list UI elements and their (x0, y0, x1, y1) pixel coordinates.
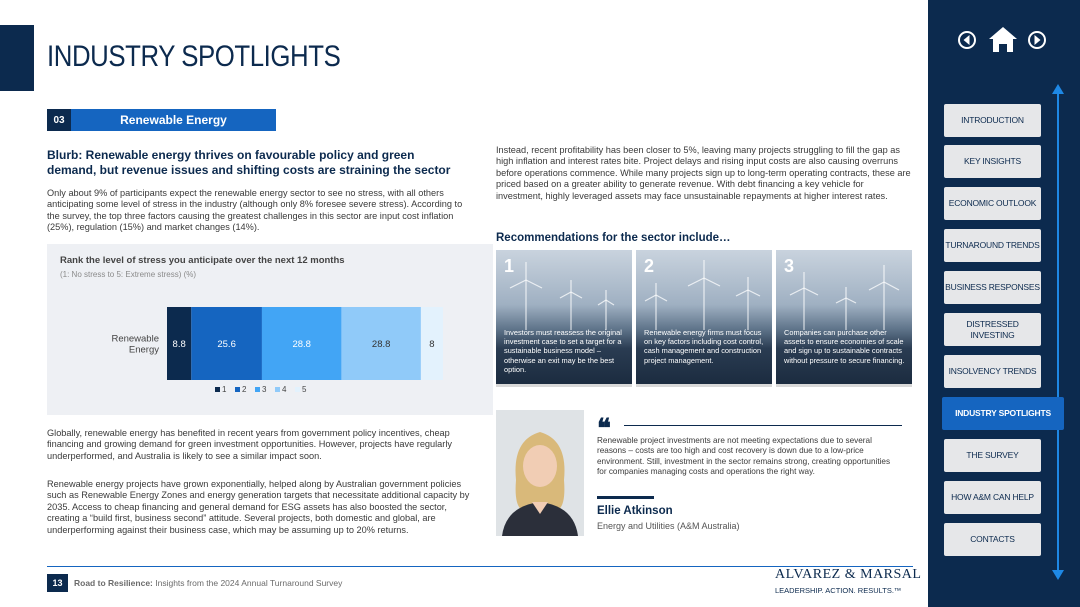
nav-item-economic-outlook[interactable]: ECONOMIC OUTLOOK (944, 187, 1041, 220)
person-name: Ellie Atkinson (597, 505, 673, 517)
card-divider (636, 384, 772, 387)
card-divider (496, 384, 632, 387)
chart-panel: Rank the level of stress you anticipate … (47, 244, 493, 415)
legend-label-2: 2 (242, 385, 247, 394)
nav-item-industry-spotlights[interactable]: INDUSTRY SPOTLIGHTS (942, 397, 1064, 430)
paragraph-1: Only about 9% of participants expect the… (47, 188, 463, 233)
recommendation-card-3: 3 Companies can purchase other assets to… (776, 250, 912, 387)
nav-item-insolvency-trends[interactable]: INSOLVENCY TRENDS (944, 355, 1041, 388)
wind-turbine-image (644, 260, 761, 330)
page-title: INDUSTRY SPOTLIGHTS (47, 40, 341, 73)
bar-segment-3 (261, 307, 342, 380)
nav-item-the-survey[interactable]: THE SURVEY (944, 439, 1041, 472)
nav-item-how-am-can-help[interactable]: HOW A&M CAN HELP (944, 481, 1041, 514)
legend-swatch-4 (275, 387, 280, 392)
data-label-2: 25.6 (217, 339, 236, 350)
nav-item-introduction[interactable]: INTRODUCTION (944, 104, 1041, 137)
paragraph-3: Renewable energy projects have grown exp… (47, 479, 470, 535)
bar-segment-2 (191, 307, 262, 380)
nav-track (1057, 92, 1059, 572)
quote-divider (597, 496, 654, 499)
card-divider (776, 384, 912, 387)
bar-segment-4 (341, 307, 421, 380)
quote-rule (624, 425, 902, 426)
recommendation-number: 1 (504, 256, 515, 276)
section-number: 03 (47, 109, 71, 131)
paragraph-4: Instead, recent profitability has been c… (496, 145, 911, 201)
legend-label-3: 3 (262, 385, 267, 394)
legend-label-4: 4 (282, 385, 287, 394)
footer-text: Road to Resilience: Insights from the 20… (74, 578, 342, 588)
home-icon[interactable] (989, 27, 1017, 52)
legend-label-5: 5 (302, 385, 307, 394)
company-tagline: LEADERSHIP. ACTION. RESULTS.™ (775, 586, 902, 595)
recommendations-title: Recommendations for the sector include… (496, 232, 731, 244)
recommendation-text: Investors must reassess the original inv… (504, 328, 622, 374)
legend-swatch-5 (295, 387, 300, 392)
chart-subtitle: (1: No stress to 5: Extreme stress) (%) (60, 270, 197, 279)
wind-turbine-image (789, 265, 900, 330)
footer-rule (47, 566, 913, 567)
recommendation-number: 3 (784, 256, 795, 276)
footer-bold: Road to Resilience: (74, 578, 153, 588)
chart-title: Rank the level of stress you anticipate … (60, 255, 345, 266)
legend-swatch-2 (235, 387, 240, 392)
person-photo (496, 410, 584, 536)
data-label-1: 8.8 (173, 339, 186, 350)
page-number: 13 (47, 574, 68, 592)
nav-item-business-responses[interactable]: BUSINESS RESPONSES (944, 271, 1041, 304)
recommendation-card-1: 1 Investors must reassess the original i… (496, 250, 632, 387)
legend-swatch-3 (255, 387, 260, 392)
quote-text: Renewable project investments are not me… (597, 436, 891, 477)
nav-up-arrow-icon (1052, 84, 1064, 94)
data-label-4: 28.8 (372, 339, 391, 350)
paragraph-2: Globally, renewable energy has benefited… (47, 428, 452, 461)
side-navigation: INTRODUCTION KEY INSIGHTS ECONOMIC OUTLO… (928, 0, 1080, 607)
section-label: Renewable Energy (120, 113, 227, 127)
wind-turbine-image (509, 262, 615, 330)
nav-icons (958, 27, 1046, 52)
section-header: 03 Renewable Energy (47, 109, 276, 131)
next-arrow-icon[interactable] (1028, 31, 1046, 49)
legend-label-1: 1 (222, 385, 227, 394)
data-label-3: 28.8 (292, 339, 311, 350)
nav-item-turnaround-trends[interactable]: TURNAROUND TRENDS (944, 229, 1041, 262)
bar-segment-1 (167, 307, 192, 380)
data-label-5: 8 (429, 339, 434, 350)
recommendation-card-2: 2 Renewable energy firms must focus on k… (636, 250, 772, 387)
person-role: Energy and Utilities (A&M Australia) (597, 521, 740, 531)
recommendation-text: Companies can purchase other assets to e… (784, 328, 905, 365)
legend-swatch-1 (215, 387, 220, 392)
prev-arrow-icon[interactable] (958, 31, 976, 49)
nav-item-contacts[interactable]: CONTACTS (944, 523, 1041, 556)
nav-item-key-insights[interactable]: KEY INSIGHTS (944, 145, 1041, 178)
quote-mark-icon: ❝ (597, 414, 611, 444)
footer-subtitle: Insights from the 2024 Annual Turnaround… (152, 578, 343, 588)
company-logo: ALVAREZ & MARSAL (775, 567, 922, 582)
recommendation-number: 2 (644, 256, 655, 276)
category-label: Renewable (111, 334, 159, 345)
category-label: Energy (129, 345, 159, 356)
nav-item-distressed-investing[interactable]: DISTRESSED INVESTING (944, 313, 1041, 346)
recommendation-text: Renewable energy firms must focus on key… (644, 328, 764, 365)
title-accent-bar (0, 25, 34, 91)
bar-segment-5 (420, 307, 443, 380)
blurb-title: Blurb: Renewable energy thrives on favou… (47, 148, 451, 177)
nav-down-arrow-icon (1052, 570, 1064, 580)
